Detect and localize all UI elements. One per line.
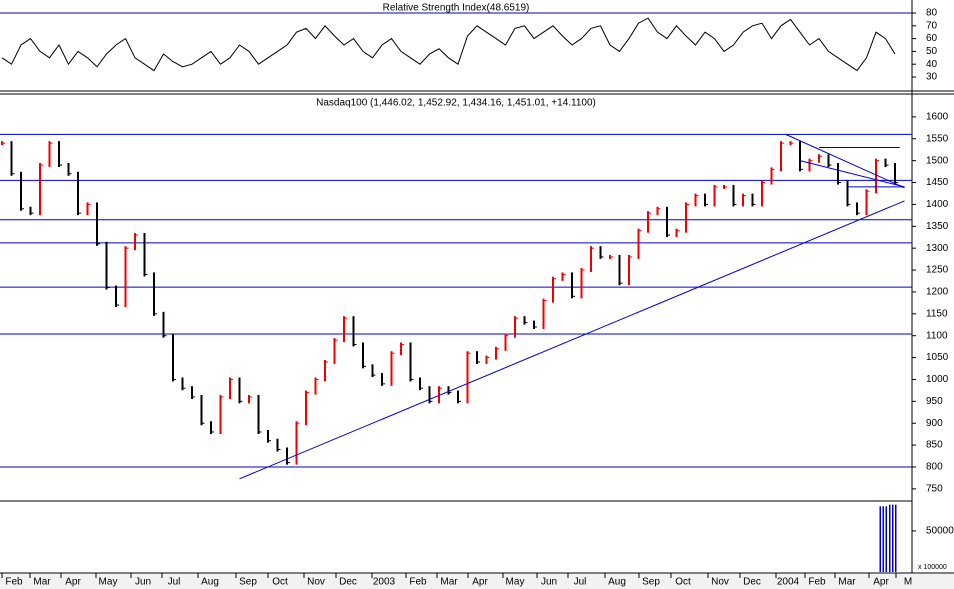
- y-tick-label: 1400: [926, 199, 949, 210]
- volume-bar: [882, 506, 884, 572]
- volume-bar: [879, 506, 881, 572]
- x-tick-label: Jul: [574, 577, 587, 588]
- volume-bar: [895, 504, 897, 572]
- x-tick-label: Nov: [711, 577, 729, 588]
- x-tick-label: Mar: [838, 577, 856, 588]
- x-tick-label: Mar: [440, 577, 458, 588]
- y-tick-label: 50: [926, 46, 938, 57]
- x-tick-label: Jul: [168, 577, 181, 588]
- x-tick-label: Jun: [541, 577, 557, 588]
- x-tick-label: Oct: [272, 577, 288, 588]
- volume-bar: [892, 504, 894, 572]
- volume-bar: [885, 506, 887, 572]
- volume-bar: [889, 504, 891, 572]
- x-tick-label: Aug: [608, 577, 626, 588]
- y-tick-label: 1000: [926, 374, 949, 385]
- y-tick-label: 30: [926, 72, 938, 83]
- x-tick-label: Feb: [808, 577, 826, 588]
- x-tick-label: Oct: [675, 577, 691, 588]
- trendline: [239, 200, 905, 480]
- y-tick-label: 70: [926, 20, 938, 31]
- x-tick-label: 2004: [777, 577, 800, 588]
- x-tick-label: M: [904, 577, 912, 588]
- y-tick-label: 1500: [926, 155, 949, 166]
- y-tick-label: 1450: [926, 177, 949, 188]
- x-tick-label: Apr: [873, 577, 889, 588]
- x-axis-band: [0, 574, 954, 589]
- x-tick-label: Nov: [307, 577, 325, 588]
- y-tick-label: 1600: [926, 112, 949, 123]
- x-tick-label: Mar: [33, 577, 51, 588]
- x-tick-label: Dec: [743, 577, 761, 588]
- y-tick-label: 900: [926, 418, 943, 429]
- price-title: Nasdaq100 (1,446.02, 1,452.92, 1,434.16,…: [316, 98, 596, 109]
- x-tick-label: 2003: [373, 577, 396, 588]
- y-tick-label: 1200: [926, 287, 949, 298]
- y-tick-label: 1100: [926, 330, 948, 341]
- x-tick-label: Feb: [409, 577, 427, 588]
- x-tick-label: Feb: [5, 577, 23, 588]
- x-tick-label: Apr: [65, 577, 81, 588]
- y-tick-label: 1300: [926, 243, 949, 254]
- y-tick-label: 1550: [926, 133, 949, 144]
- y-tick-label: 40: [926, 59, 938, 70]
- y-tick-label: 60: [926, 33, 938, 44]
- y-tick-label: 1050: [926, 352, 949, 363]
- y-tick-label: 800: [926, 462, 943, 473]
- x-tick-label: May: [506, 577, 525, 588]
- x-tick-label: Apr: [472, 577, 488, 588]
- y-tick-label: 80: [926, 8, 938, 19]
- x-tick-label: Sep: [239, 577, 257, 588]
- y-tick-label: 750: [926, 484, 943, 495]
- volume-unit: x 100000: [918, 564, 947, 571]
- x-tick-label: Sep: [642, 577, 660, 588]
- x-tick-label: Dec: [339, 577, 357, 588]
- y-tick-label: 1150: [926, 308, 948, 319]
- x-tick-label: Jun: [135, 577, 151, 588]
- trendline: [799, 160, 905, 188]
- x-tick-label: Aug: [201, 577, 219, 588]
- x-tick-label: May: [99, 577, 118, 588]
- y-tick-label: 1250: [926, 265, 949, 276]
- trendline: [785, 133, 905, 189]
- rsi-title: Relative Strength Index(48.6519): [383, 3, 530, 14]
- y-tick-label: 50000: [926, 526, 954, 537]
- y-tick-label: 850: [926, 440, 943, 451]
- y-tick-label: 1350: [926, 221, 949, 232]
- y-tick-label: 950: [926, 396, 943, 407]
- rsi-line: [1, 17, 896, 72]
